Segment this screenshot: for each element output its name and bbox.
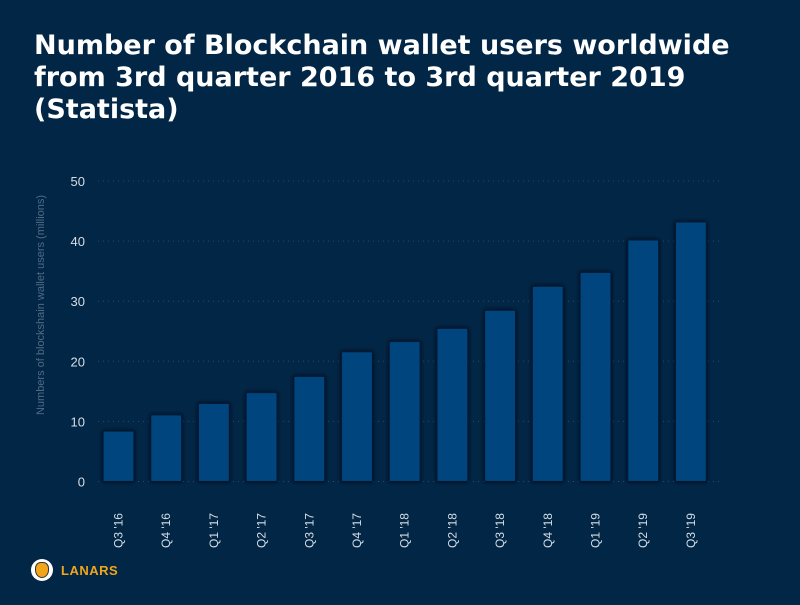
bar bbox=[436, 327, 469, 483]
y-tick-label: 40 bbox=[71, 234, 85, 249]
bar bbox=[674, 221, 708, 483]
bar bbox=[245, 391, 278, 483]
bar bbox=[102, 430, 135, 483]
x-tick-label: Q3 '17 bbox=[302, 513, 316, 548]
bar bbox=[293, 375, 326, 483]
y-tick-label: 0 bbox=[78, 475, 85, 490]
lanars-logo: LANARS bbox=[31, 559, 118, 581]
bar bbox=[340, 351, 374, 483]
x-tick-label: Q3 '16 bbox=[112, 513, 126, 548]
chart-title: Number of Blockchain wallet users worldw… bbox=[34, 30, 730, 125]
x-tick-label: Q2 '19 bbox=[636, 513, 650, 548]
x-tick-label: Q4 '17 bbox=[350, 513, 364, 548]
bar bbox=[484, 309, 517, 483]
bar bbox=[197, 402, 230, 483]
y-tick-label: 10 bbox=[71, 414, 85, 429]
y-tick-label: 20 bbox=[71, 354, 85, 369]
bar bbox=[531, 285, 564, 483]
x-tick-label: Q1 '17 bbox=[207, 513, 221, 548]
x-tick-label: Q1 '18 bbox=[398, 513, 412, 548]
x-tick-label: Q4 '18 bbox=[541, 513, 555, 548]
bar bbox=[579, 271, 612, 483]
logo-text: LANARS bbox=[61, 562, 119, 578]
x-tick-label: Q3 '18 bbox=[493, 513, 507, 548]
bar bbox=[150, 414, 183, 483]
y-axis-label: Numbers of blockshain wallet users (mill… bbox=[35, 195, 47, 415]
bar bbox=[627, 239, 660, 483]
x-tick-label: Q4 '16 bbox=[159, 513, 173, 548]
x-tick-label: Q3 '19 bbox=[684, 513, 698, 548]
x-tick-label: Q2 '18 bbox=[445, 513, 459, 548]
y-tick-label: 50 bbox=[71, 174, 85, 189]
bar bbox=[388, 340, 421, 483]
x-tick-label: Q1 '19 bbox=[589, 513, 603, 548]
y-tick-label: 30 bbox=[71, 294, 85, 309]
lion-logo-icon bbox=[31, 559, 53, 581]
x-tick-label: Q2 '17 bbox=[255, 513, 269, 548]
